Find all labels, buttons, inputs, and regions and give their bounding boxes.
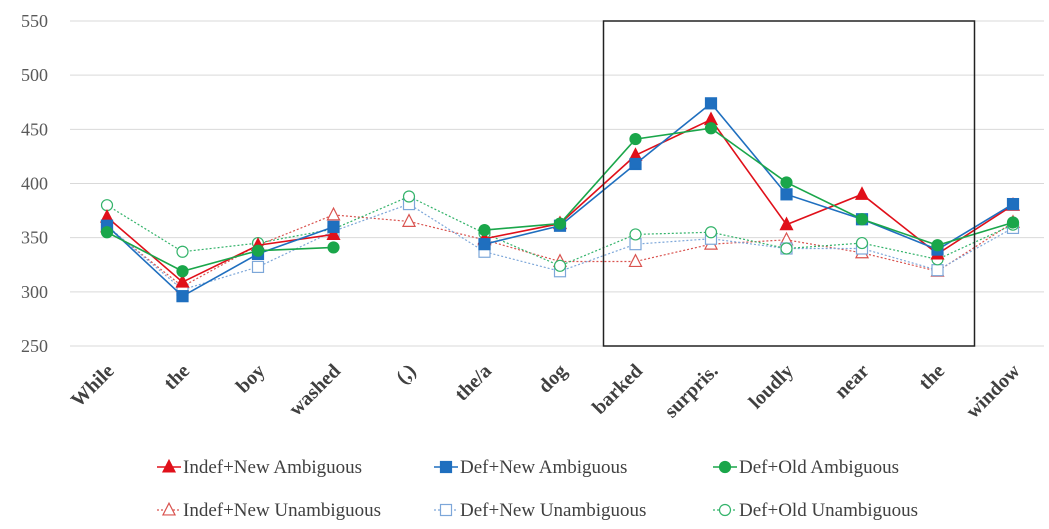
legend-label: Indef+New Unambiguous [183, 500, 381, 521]
x-tick-label: boy [232, 360, 270, 398]
legend-label: Def+New Unambiguous [460, 500, 646, 521]
data-point [931, 239, 944, 252]
legend-label: Def+New Ambiguous [460, 457, 627, 478]
legend-item: Indef+New Ambiguous [157, 457, 362, 478]
data-point [1006, 216, 1020, 229]
x-tick-label: window [962, 360, 1025, 423]
data-point [780, 188, 793, 201]
series-line [484, 102, 1014, 251]
x-tick-label: the [915, 360, 949, 394]
data-point [1006, 197, 1020, 211]
data-point [704, 226, 718, 239]
data-point [402, 190, 416, 203]
x-tick-label: loudly [745, 360, 798, 413]
legend-label: Def+Old Ambiguous [739, 457, 899, 478]
legend-item: Indef+New Unambiguous [157, 500, 381, 521]
data-point [251, 260, 265, 274]
series-def-new-unambiguous [100, 197, 1020, 296]
x-tick-label: dog [534, 360, 572, 398]
legend-item: Def+New Unambiguous [434, 500, 646, 521]
data-point [100, 226, 114, 239]
data-point [176, 290, 189, 303]
legend-label: Def+Old Unambiguous [739, 500, 918, 521]
data-point [326, 226, 341, 240]
y-tick-label: 550 [21, 11, 48, 31]
x-axis-ticks: While the boy washed (,) the/a dog barked surpri… [67, 360, 1025, 423]
data-point [327, 220, 340, 233]
x-tick-label: washed [285, 360, 345, 420]
x-tick-label: surpris. [660, 360, 722, 422]
data-point [629, 228, 642, 241]
data-point [704, 122, 718, 135]
data-point [176, 265, 189, 278]
data-point [855, 236, 869, 250]
data-point [779, 216, 794, 231]
y-tick-label: 400 [21, 174, 48, 194]
x-tick-label: near [830, 360, 873, 403]
x-tick-label: (,) [392, 360, 421, 389]
data-point [251, 244, 265, 257]
data-point [478, 238, 491, 251]
data-point [478, 223, 491, 237]
legend: Indef+New Ambiguous Def+New Ambiguous Def+… [157, 457, 918, 521]
series-line [484, 118, 1014, 255]
data-point [553, 217, 567, 230]
series-line [106, 231, 334, 273]
data-point [854, 186, 870, 200]
series-line [484, 127, 1014, 247]
legend-item: Def+Old Unambiguous [713, 500, 918, 521]
data-point [401, 213, 417, 227]
series-line [106, 225, 334, 298]
data-point [629, 157, 642, 171]
series-def-old-ambiguous [100, 122, 1020, 278]
legend-marker [439, 460, 453, 474]
data-point [553, 259, 567, 272]
grid-lines [70, 20, 1044, 347]
data-point [628, 253, 643, 268]
y-tick-label: 350 [21, 228, 48, 248]
data-point [629, 132, 642, 146]
data-point [176, 245, 189, 258]
highlight-box [602, 20, 976, 347]
y-axis-ticks: 250 300 350 400 450 500 550 [21, 11, 48, 356]
legend-label: Indef+New Ambiguous [183, 457, 362, 478]
data-point [327, 241, 340, 254]
data-point [931, 264, 944, 277]
x-tick-label: While [67, 360, 119, 412]
y-tick-label: 250 [21, 336, 48, 356]
legend-marker [439, 503, 453, 517]
x-tick-label: the/a [451, 360, 496, 405]
data-point [780, 242, 793, 255]
legend-marker [161, 501, 177, 516]
legend-marker [161, 458, 177, 473]
data-point [326, 206, 341, 221]
series-layer [99, 97, 1021, 303]
y-tick-label: 300 [21, 282, 48, 302]
x-tick-label: barked [588, 360, 647, 419]
x-tick-label: the [160, 360, 194, 394]
legend-item: Def+Old Ambiguous [713, 457, 899, 478]
y-tick-label: 500 [21, 65, 48, 85]
legend-marker [718, 503, 732, 517]
legend-item: Def+New Ambiguous [434, 457, 627, 478]
data-point [175, 273, 190, 288]
data-point [855, 213, 869, 226]
y-tick-label: 450 [21, 119, 48, 139]
data-point [780, 176, 793, 189]
data-point [704, 97, 718, 110]
legend-marker [718, 460, 732, 474]
